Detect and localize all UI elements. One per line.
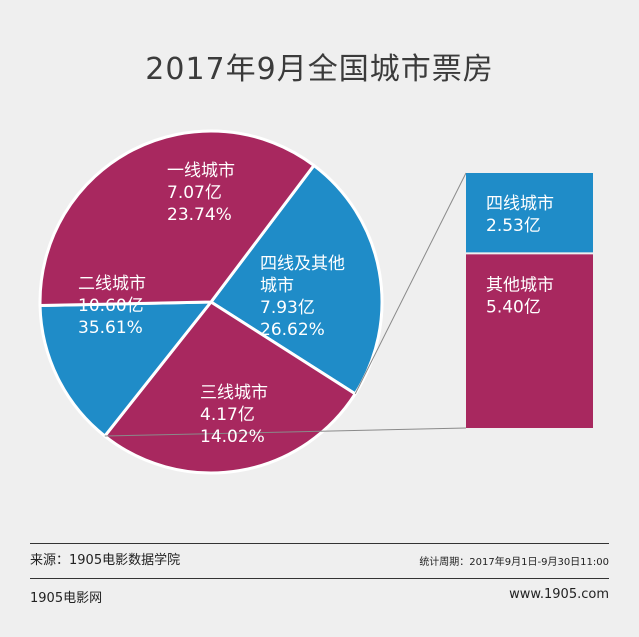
pie-slice-2 (38, 300, 213, 438)
breakdown-label-1-name: 其他城市 (486, 275, 554, 295)
slice-label-1-line-2: 7.93亿 (260, 298, 315, 318)
slice-label-0-line-1: 7.07亿 (167, 183, 222, 203)
pie-slice-3 (38, 129, 316, 308)
slice-label-2-line-0: 三线城市 (200, 383, 268, 403)
statistics-period: 统计周期：2017年9月1日-9月30日11:00 (419, 557, 609, 568)
connector-line-bottom (104, 427, 467, 437)
slice-label-1-line-0: 四线及其他 (260, 254, 345, 274)
slice-label-2-line-1: 4.17亿 (200, 405, 255, 425)
breakdown-connectors (104, 172, 467, 437)
slice-label-1-line-3: 26.62% (260, 320, 325, 340)
pie-slice-1 (103, 300, 357, 475)
footer-divider-top (30, 543, 609, 544)
slice-label-3-line-1: 10.60亿 (78, 296, 144, 316)
slice-label-3-line-0: 二线城市 (78, 274, 146, 294)
slice-label-1-line-1: 城市 (260, 276, 294, 296)
source-note: 来源：1905电影数据学院 (30, 553, 181, 568)
site-url[interactable]: www.1905.com (509, 587, 609, 602)
breakdown-segment-1 (466, 254, 593, 428)
breakdown-label-0-value: 2.53亿 (486, 216, 541, 236)
slice-label-3-line-2: 35.61% (78, 318, 143, 338)
slice-label-2-line-2: 14.02% (200, 427, 265, 447)
connector-line-top (354, 172, 467, 395)
slice-label-0-line-2: 23.74% (167, 205, 232, 225)
breakdown-label-1-value: 5.40亿 (486, 297, 541, 317)
breakdown-segment-0 (466, 173, 593, 253)
pie-slices (38, 129, 384, 475)
chart-title: 2017年9月全国城市票房 (145, 52, 494, 87)
breakdown-label-0-name: 四线城市 (486, 194, 554, 214)
brand-name: 1905电影网 (30, 591, 103, 606)
slice-label-0-line-0: 一线城市 (167, 161, 235, 181)
footer-divider-bottom (30, 578, 609, 579)
